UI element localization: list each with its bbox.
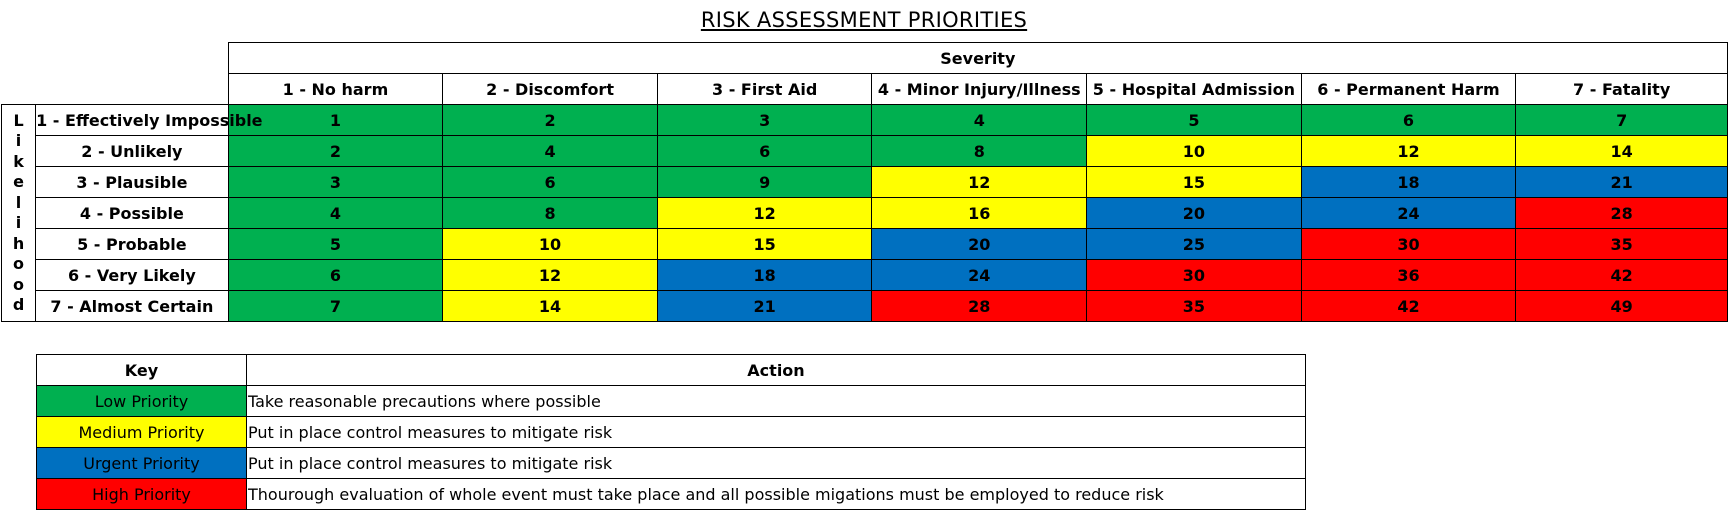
blank-corner bbox=[2, 74, 36, 105]
risk-score-cell: 35 bbox=[1515, 228, 1728, 260]
likelihood-level-4: 4 - Possible bbox=[35, 197, 229, 229]
action-header: Action bbox=[246, 354, 1306, 386]
priority-label-urg: Urgent Priority bbox=[36, 447, 247, 479]
risk-score-cell: 4 bbox=[442, 135, 658, 167]
likelihood-level-6: 6 - Very Likely bbox=[35, 259, 229, 291]
key-row: Low Priority Take reasonable precautions … bbox=[36, 385, 1306, 417]
key-row: Medium Priority Put in place control meas… bbox=[36, 416, 1306, 448]
risk-score-cell: 18 bbox=[656, 259, 873, 291]
risk-score-cell: 28 bbox=[1515, 197, 1728, 229]
risk-score-cell: 3 bbox=[227, 166, 444, 198]
risk-score-cell: 4 bbox=[871, 104, 1088, 136]
risk-score-cell: 12 bbox=[871, 166, 1088, 198]
page-title: RISK ASSESSMENT PRIORITIES bbox=[700, 8, 1028, 32]
risk-score-cell: 28 bbox=[871, 290, 1088, 322]
severity-level-3: 3 - First Aid bbox=[656, 73, 873, 105]
risk-score-cell: 3 bbox=[656, 104, 873, 136]
risk-score-cell: 6 bbox=[1300, 104, 1517, 136]
risk-matrix: Severity 1 - No harm 2 - Discomfort 3 - Fi… bbox=[0, 42, 1728, 322]
risk-score-cell: 10 bbox=[1086, 135, 1302, 167]
risk-score-cell: 21 bbox=[1515, 166, 1728, 198]
blank-corner bbox=[2, 43, 36, 74]
risk-score-cell: 20 bbox=[871, 228, 1088, 260]
risk-score-cell: 4 bbox=[227, 197, 444, 229]
priority-label-low: Low Priority bbox=[36, 385, 247, 417]
risk-score-cell: 12 bbox=[656, 197, 873, 229]
likelihood-level-5: 5 - Probable bbox=[35, 228, 229, 260]
severity-level-2: 2 - Discomfort bbox=[442, 73, 658, 105]
priority-label-med: Medium Priority bbox=[36, 416, 247, 448]
priority-action: Put in place control measures to mitigat… bbox=[246, 416, 1306, 448]
severity-header: Severity bbox=[227, 42, 1728, 74]
matrix-row: 4 - Possible 4 8 12 16 20 24 28 bbox=[2, 197, 1728, 229]
risk-score-cell: 2 bbox=[227, 135, 444, 167]
key-row: Urgent Priority Put in place control meas… bbox=[36, 447, 1306, 479]
risk-score-cell: 12 bbox=[442, 259, 658, 291]
severity-level-4: 4 - Minor Injury/Illness bbox=[871, 73, 1088, 105]
risk-score-cell: 12 bbox=[1300, 135, 1517, 167]
risk-score-cell: 6 bbox=[656, 135, 873, 167]
risk-score-cell: 7 bbox=[1515, 104, 1728, 136]
risk-score-cell: 42 bbox=[1300, 290, 1517, 322]
matrix-row: 7 - Almost Certain 7 14 21 28 35 42 49 bbox=[2, 290, 1728, 322]
risk-score-cell: 2 bbox=[442, 104, 658, 136]
risk-score-cell: 15 bbox=[656, 228, 873, 260]
key-row: High Priority Thourough evaluation of who… bbox=[36, 478, 1306, 510]
risk-score-cell: 10 bbox=[442, 228, 658, 260]
risk-score-cell: 30 bbox=[1086, 259, 1302, 291]
risk-score-cell: 7 bbox=[227, 290, 444, 322]
priority-key-table: Key Action Low Priority Take reasonable p… bbox=[36, 354, 1306, 510]
priority-action: Take reasonable precautions where possib… bbox=[246, 385, 1306, 417]
matrix-row: 2 - Unlikely 2 4 6 8 10 12 14 bbox=[2, 135, 1728, 167]
risk-score-cell: 14 bbox=[442, 290, 658, 322]
risk-score-cell: 8 bbox=[442, 197, 658, 229]
risk-score-cell: 49 bbox=[1515, 290, 1728, 322]
risk-score-cell: 42 bbox=[1515, 259, 1728, 291]
risk-score-cell: 18 bbox=[1300, 166, 1517, 198]
risk-score-cell: 15 bbox=[1086, 166, 1302, 198]
likelihood-level-3: 3 - Plausible bbox=[35, 166, 229, 198]
risk-score-cell: 8 bbox=[871, 135, 1088, 167]
severity-level-7: 7 - Fatality bbox=[1515, 73, 1728, 105]
severity-level-6: 6 - Permanent Harm bbox=[1300, 73, 1517, 105]
matrix-row: 5 - Probable 5 10 15 20 25 30 35 bbox=[2, 228, 1728, 260]
risk-score-cell: 20 bbox=[1086, 197, 1302, 229]
likelihood-level-1: 1 - Effectively Impossible bbox=[35, 104, 263, 136]
risk-score-cell: 9 bbox=[656, 166, 873, 198]
matrix-row: 6 - Very Likely 6 12 18 24 30 36 42 bbox=[2, 259, 1728, 291]
risk-score-cell: 24 bbox=[1300, 197, 1517, 229]
risk-score-cell: 24 bbox=[871, 259, 1088, 291]
risk-score-cell: 36 bbox=[1300, 259, 1517, 291]
likelihood-level-2: 2 - Unlikely bbox=[35, 135, 229, 167]
blank-corner bbox=[36, 74, 229, 105]
risk-score-cell: 30 bbox=[1300, 228, 1517, 260]
risk-score-cell: 5 bbox=[227, 228, 444, 260]
risk-score-cell: 16 bbox=[871, 197, 1088, 229]
risk-score-cell: 14 bbox=[1515, 135, 1728, 167]
key-header: Key bbox=[36, 354, 247, 386]
severity-level-1: 1 - No harm bbox=[227, 73, 444, 105]
risk-score-cell: 1 bbox=[227, 104, 444, 136]
matrix-row: 3 - Plausible 3 6 9 12 15 18 21 bbox=[2, 166, 1728, 198]
priority-action: Put in place control measures to mitigat… bbox=[246, 447, 1306, 479]
risk-score-cell: 6 bbox=[442, 166, 658, 198]
risk-score-cell: 21 bbox=[656, 290, 873, 322]
blank-corner bbox=[36, 43, 229, 74]
risk-score-cell: 35 bbox=[1086, 290, 1302, 322]
likelihood-level-7: 7 - Almost Certain bbox=[35, 290, 229, 322]
priority-action: Thourough evaluation of whole event must… bbox=[246, 478, 1306, 510]
risk-score-cell: 25 bbox=[1086, 228, 1302, 260]
priority-label-high: High Priority bbox=[36, 478, 247, 510]
risk-score-cell: 5 bbox=[1086, 104, 1302, 136]
severity-level-5: 5 - Hospital Admission bbox=[1086, 73, 1302, 105]
risk-score-cell: 6 bbox=[227, 259, 444, 291]
